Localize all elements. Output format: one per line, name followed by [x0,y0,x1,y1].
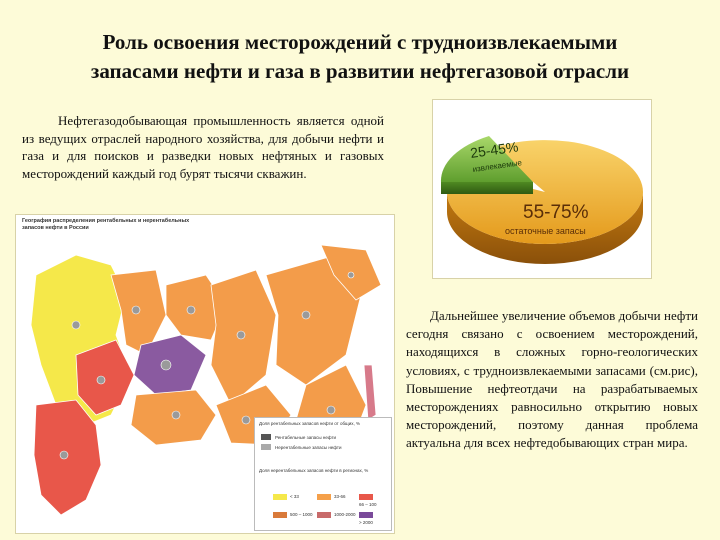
scale-label: 33-66 [334,494,346,499]
field-marker [171,410,181,420]
scale-swatch [273,512,287,518]
map-legend: Доля рентабельных запасов нефти от общих… [254,417,392,531]
title-line-2: запасами нефти и газа в развитии нефтега… [90,59,630,83]
slide-title: Роль освоения месторождений с трудноизвл… [20,28,700,86]
field-marker [301,310,311,320]
field-marker [186,305,196,315]
scale-label: 1000-2000 [334,512,356,517]
title-line-1: Роль освоения месторождений с трудноизвл… [102,30,618,54]
map-title: География распределения рентабельных и н… [22,218,190,231]
intro-paragraph: Нефтегазодобывающая промышленность являе… [22,113,384,181]
pie-slice-residual [447,140,643,244]
field-marker [241,415,251,425]
field-marker [131,305,141,315]
pie-chart: 25-45% извлекаемые 55-75% остаточные зап… [440,136,643,264]
pie-slice-recoverable-side [441,182,533,194]
field-marker [59,450,69,460]
scale-label: > 2000 [359,520,373,525]
pie-label-residual-value: 55-75% [523,202,589,223]
pie-slice-residual-side [447,192,643,264]
field-marker [96,375,106,385]
legend-item-unprofitable: Нерентабельные запасы нефти [261,444,342,450]
field-marker [160,359,172,371]
map-field-markers [59,271,355,460]
conclusion-paragraph: Дальнейшее увеличение объемов добычи неф… [406,308,698,451]
legend-item-profitable: Рентабельные запасы нефти [261,434,336,440]
scale-swatch [359,494,373,500]
scale-swatch [317,512,331,518]
scale-swatch [359,512,373,518]
pie-slice-recoverable [440,136,533,182]
scale-label: 500 – 1000 [290,512,313,517]
legend-heading: Доля рентабельных запасов нефти от общих… [259,421,361,426]
pie-label-residual-name: остаточные запасы [505,226,586,236]
scale-heading: Доля нерентабельных запасов нефти в реги… [259,468,369,473]
field-marker [71,320,81,330]
scale-swatch [273,494,287,500]
field-marker [326,405,336,415]
scale-label: 66 – 100 [359,502,377,507]
russia-oil-map: География распределения рентабельных и н… [15,214,395,534]
scale-swatch [317,494,331,500]
map-region-volga [75,339,135,416]
scale-label: < 33 [290,494,299,499]
field-marker [236,330,246,340]
map-region-yamal [165,274,227,341]
map-region-south [33,399,102,516]
pie-chart-frame: 25-45% извлекаемые 55-75% остаточные зап… [432,99,652,279]
map-region-sakhalin [363,364,377,421]
pie-label-recoverable-value: 25-45% [469,138,519,161]
field-marker [347,271,355,279]
